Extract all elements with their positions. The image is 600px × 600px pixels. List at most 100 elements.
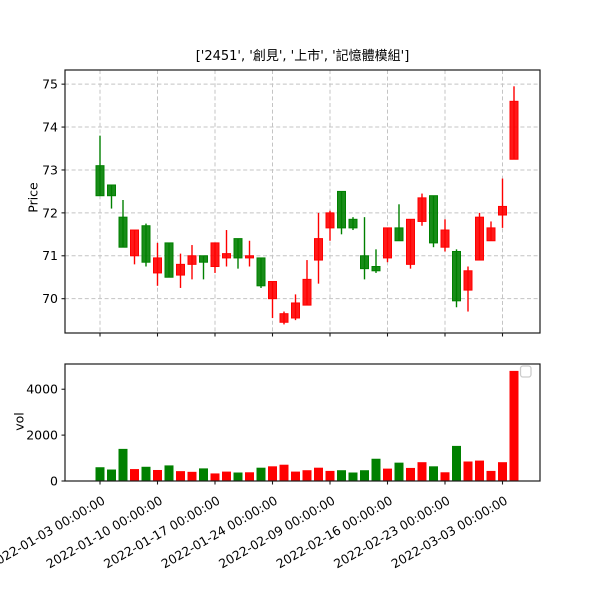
volume-bar: [463, 461, 473, 481]
volume-bar: [245, 472, 254, 481]
volume-bar: [486, 470, 496, 481]
volume-bar: [233, 472, 243, 481]
volume-bar: [256, 467, 266, 481]
candle: [406, 218, 415, 269]
volume-bar: [222, 471, 231, 481]
volume-bar: [291, 471, 300, 481]
volume-tick-label: 0: [50, 473, 58, 488]
candle: [475, 212, 484, 261]
volume-bar: [417, 462, 427, 481]
volume-bar: [141, 466, 151, 481]
candle-body: [360, 255, 369, 270]
candle-body: [452, 250, 461, 302]
volume-panel-frame: [64, 363, 541, 482]
candle-body: [279, 313, 289, 323]
candle-body: [233, 238, 243, 259]
volume-bar: [130, 469, 139, 481]
volume-bar: [348, 472, 358, 481]
candle-body: [268, 281, 277, 300]
volume-bar: [302, 470, 312, 481]
candle-body: [291, 302, 300, 319]
candle: [130, 229, 139, 265]
volume-bar: [360, 470, 369, 481]
candle-body: [199, 255, 208, 263]
candle: [268, 281, 277, 318]
candle: [429, 195, 438, 248]
candle: [486, 221, 496, 242]
volume-bar: [279, 464, 289, 481]
candle: [452, 249, 461, 308]
candle: [337, 190, 346, 235]
candle: [222, 230, 231, 267]
candle: [314, 212, 323, 284]
candle-body: [222, 253, 231, 259]
candle-body: [406, 218, 415, 265]
candle: [440, 219, 450, 252]
candle-body: [107, 184, 116, 197]
volume-bar: [475, 460, 484, 481]
candle-body: [95, 165, 105, 197]
candle: [233, 238, 243, 269]
price-tick-label: 70: [42, 291, 58, 306]
candle-body: [302, 278, 312, 306]
candle: [360, 217, 369, 280]
candle-body: [486, 227, 496, 242]
candle-body: [417, 197, 427, 222]
candle: [302, 260, 312, 306]
volume-bar: [498, 462, 507, 481]
candle: [210, 242, 220, 273]
volume-bar: [429, 466, 438, 481]
candle: [348, 217, 358, 231]
candle: [141, 223, 151, 267]
volume-bar: [406, 467, 415, 481]
volume-bar: [440, 472, 450, 481]
volume-bar: [164, 465, 174, 481]
chart-title: ['2451', '創見', '上市', '記憶體模組']: [195, 49, 410, 64]
candle-body: [245, 255, 254, 259]
price-tick-label: 72: [42, 205, 58, 220]
price-tick-label: 73: [42, 162, 58, 177]
volume-tick-label: 4000: [26, 382, 58, 397]
candle-body: [256, 257, 266, 287]
volume-bar: [118, 448, 128, 481]
candle: [325, 210, 335, 241]
volume-bar: [325, 470, 335, 481]
price-tick-label: 75: [42, 77, 58, 92]
candle-body: [118, 216, 128, 248]
candle: [164, 242, 174, 278]
tick-marks: [61, 83, 504, 485]
candle: [291, 294, 300, 321]
volume-bar: [176, 471, 185, 481]
volume-bar: [153, 469, 162, 481]
candle-body: [141, 225, 151, 263]
volume-bar: [107, 469, 116, 481]
price-tick-label: 71: [42, 248, 58, 263]
volume-bar: [509, 370, 519, 481]
candle-body: [429, 195, 438, 244]
candle-body: [325, 212, 335, 229]
volume-bar: [371, 458, 381, 481]
price-panel-frame: [64, 69, 541, 334]
candle: [498, 178, 507, 228]
candle-body: [210, 242, 220, 267]
volume-bar: [187, 471, 197, 481]
volume-bar: [383, 468, 392, 481]
volume-bar: [337, 470, 346, 481]
candle: [153, 242, 162, 286]
candle: [509, 86, 519, 160]
candle-body: [383, 227, 392, 259]
candle: [417, 193, 427, 226]
price-tick-label: 74: [42, 119, 58, 134]
candle: [245, 240, 254, 267]
candle-body: [337, 190, 346, 229]
candle-body: [509, 100, 519, 160]
candle: [95, 135, 105, 197]
candle-body: [176, 263, 185, 276]
candle-body: [314, 238, 323, 261]
candle: [371, 249, 381, 273]
volume-bars: [95, 370, 519, 481]
volume-bar: [210, 473, 220, 481]
candle-body: [348, 218, 358, 229]
